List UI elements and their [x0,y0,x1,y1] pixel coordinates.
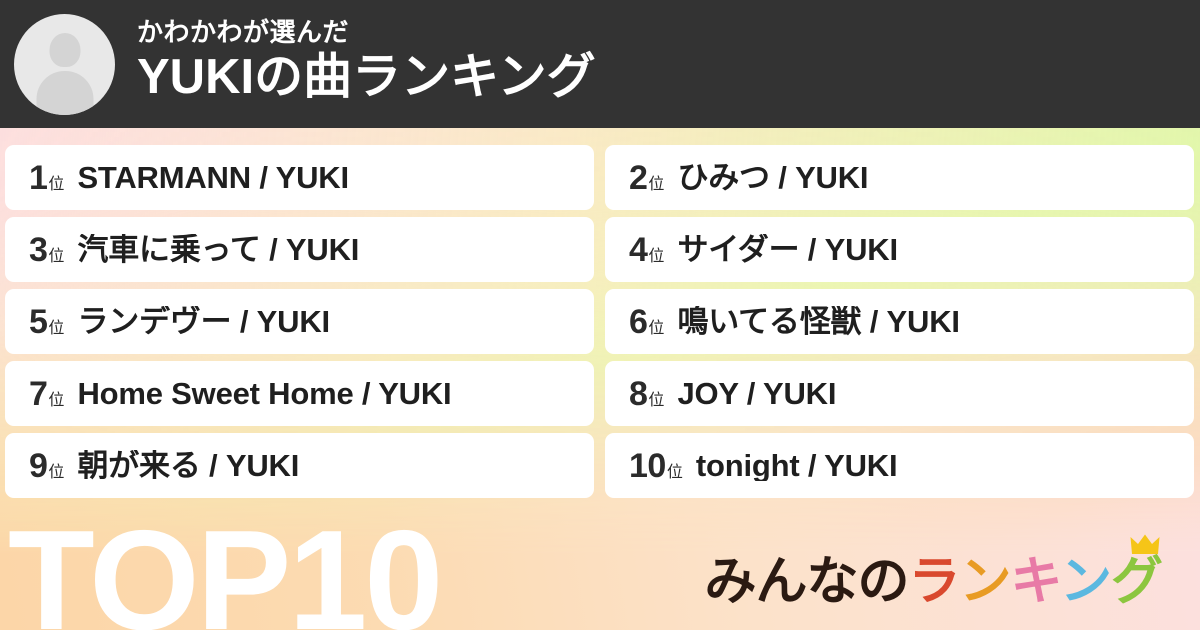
list-item[interactable]: 7 位 Home Sweet Home / YUKI [5,361,594,426]
rank-number: 2 位 [629,161,664,195]
rank-value: 9 [29,446,48,485]
rank-unit: 位 [648,247,665,265]
rank-number: 4 位 [629,233,664,267]
rank-unit: 位 [648,319,665,337]
rank-unit: 位 [48,463,65,481]
rank-title: Home Sweet Home / YUKI [77,378,452,409]
rank-value: 3 [29,230,48,269]
ranking-list: 1 位 STARMANN / YUKI 2 位 ひみつ / YUKI 3 位 汽… [0,145,1200,498]
list-item[interactable]: 4 位 サイダー / YUKI [605,217,1194,282]
header-subtitle: かわかわが選んだ [137,17,350,48]
page-title: YUKIの曲ランキング [137,49,596,104]
header-text-block: かわかわが選んだ YUKIの曲ランキング [137,19,596,108]
avatar-head-shape [49,32,80,67]
site-logo-text: みんなのランキング [704,534,1163,611]
list-item[interactable]: 2 位 ひみつ / YUKI [605,145,1194,210]
logo-part-gu: グ [1110,553,1163,611]
rank-title: サイダー / YUKI [677,234,898,265]
list-item[interactable]: 8 位 JOY / YUKI [605,361,1194,426]
rank-number: 7 位 [29,377,64,411]
rank-title: STARMANN / YUKI [77,162,349,193]
list-item[interactable]: 9 位 朝が来る / YUKI [5,433,594,498]
rank-title: ひみつ / YUKI [677,162,869,193]
crown-icon [1130,534,1160,554]
rank-value: 8 [629,374,648,413]
rank-unit: 位 [666,463,683,481]
rank-title: 汽車に乗って / YUKI [77,234,360,265]
list-item[interactable]: 1 位 STARMANN / YUKI [5,145,594,210]
rank-unit: 位 [48,391,65,409]
rank-title: ランデヴー / YUKI [77,306,330,337]
site-logo[interactable]: みんなのランキング [704,534,1163,611]
rank-value: 7 [29,374,48,413]
rank-title: JOY / YUKI [677,378,837,409]
rank-value: 10 [629,446,666,485]
rank-title: 朝が来る / YUKI [77,450,300,481]
top10-watermark: TOP10 [8,501,443,630]
rank-number: 10 位 [629,449,683,483]
rank-unit: 位 [48,247,65,265]
rank-unit: 位 [648,175,665,193]
header-bar: かわかわが選んだ YUKIの曲ランキング [0,0,1200,128]
avatar-body-shape [36,70,93,115]
user-avatar-icon [14,13,115,115]
rank-value: 4 [629,230,648,269]
logo-part-n1: ン [959,553,1012,611]
rank-value: 5 [29,302,48,341]
rank-number: 6 位 [629,305,664,339]
list-item[interactable]: 5 位 ランデヴー / YUKI [5,289,594,354]
list-item[interactable]: 3 位 汽車に乗って / YUKI [5,217,594,282]
rank-value: 2 [629,158,648,197]
rank-unit: 位 [648,391,665,409]
rank-number: 8 位 [629,377,664,411]
list-item[interactable]: 6 位 鳴いてる怪獣 / YUKI [605,289,1194,354]
rank-title: 鳴いてる怪獣 / YUKI [677,306,960,337]
rank-number: 1 位 [29,161,64,195]
rank-value: 1 [29,158,48,197]
logo-part-ki: キ [1010,553,1061,611]
rank-number: 5 位 [29,305,64,339]
rank-unit: 位 [48,175,65,193]
logo-part-minnano: みんなの [704,553,909,611]
rank-number: 9 位 [29,449,64,483]
rank-value: 6 [629,302,648,341]
logo-part-ra: ラ [908,553,960,611]
rank-unit: 位 [48,319,65,337]
rank-number: 3 位 [29,233,64,267]
rank-title: tonight / YUKI [695,450,898,481]
list-item[interactable]: 10 位 tonight / YUKI [605,433,1194,498]
logo-part-n2: ン [1059,553,1112,611]
